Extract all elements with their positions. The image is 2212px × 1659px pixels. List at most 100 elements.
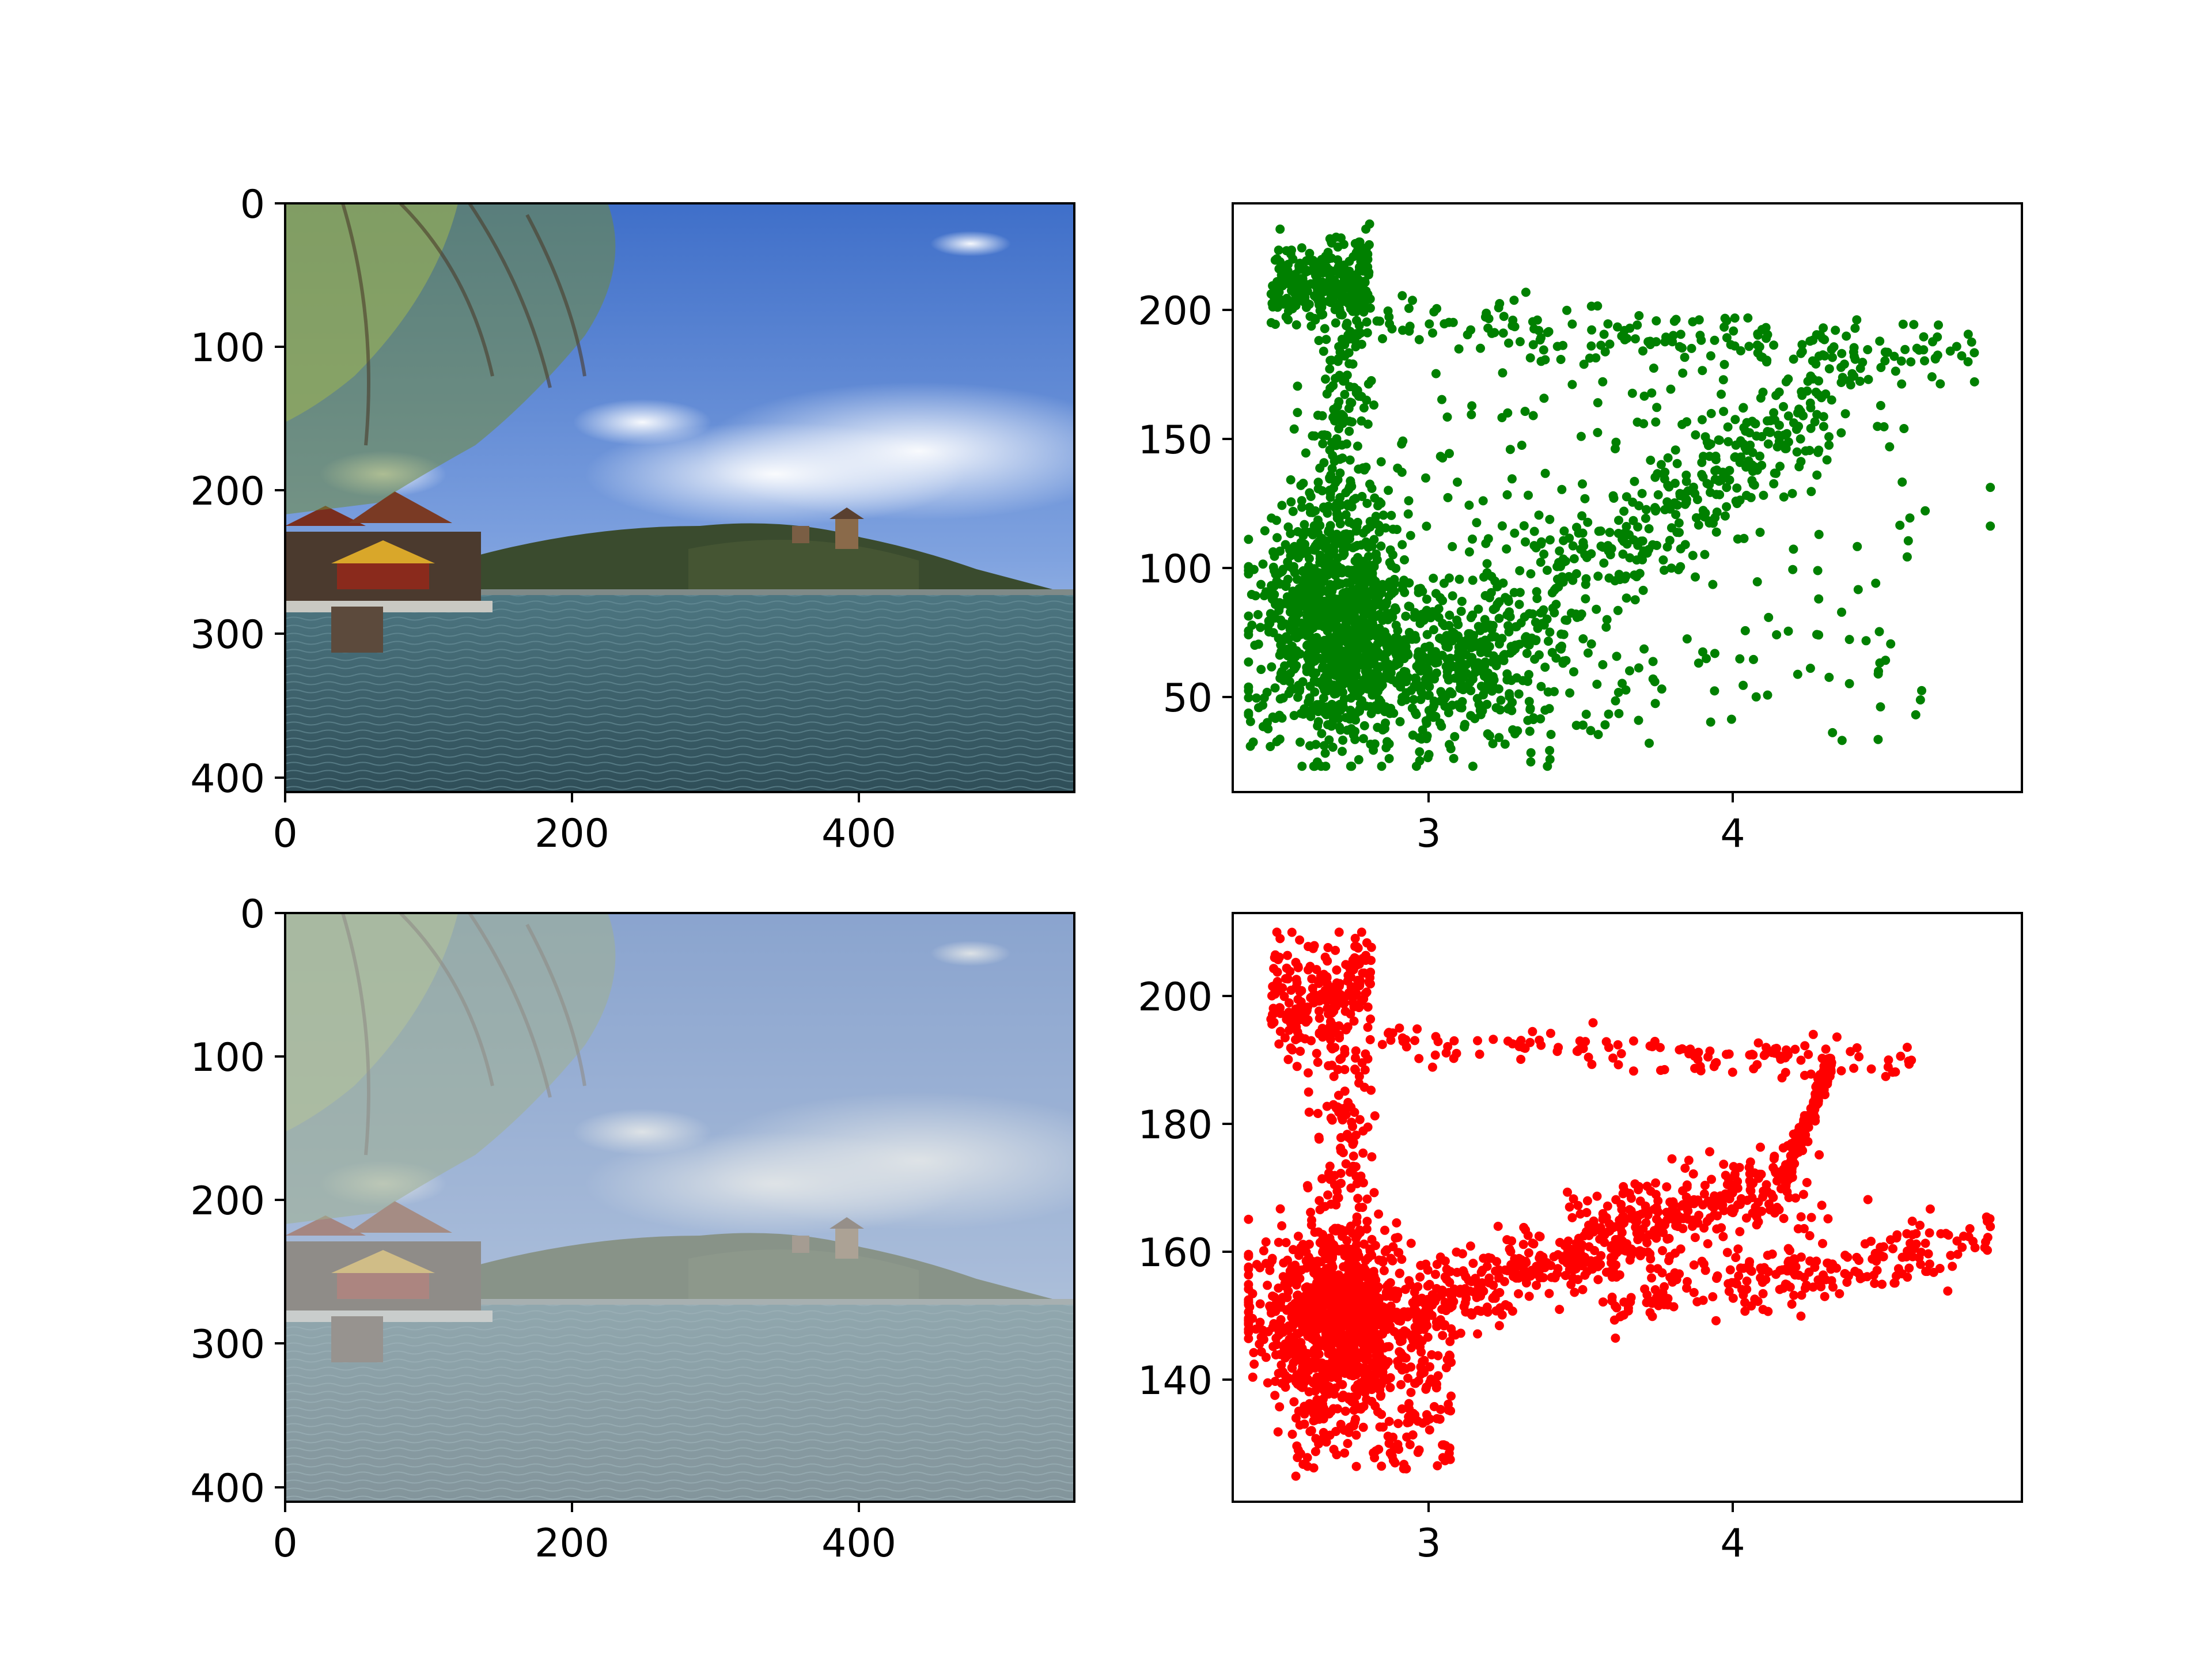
scatter-point (1288, 1245, 1298, 1255)
scatter-point (1314, 336, 1324, 346)
scatter-point (1534, 510, 1544, 520)
scatter-point (1787, 488, 1797, 498)
scatter-point (1689, 1260, 1699, 1270)
scatter-point (1335, 289, 1344, 299)
scatter-point (1354, 1078, 1363, 1088)
scatter-point (1365, 303, 1375, 313)
scatter-point (1397, 1404, 1407, 1414)
scatter-point (1334, 1090, 1343, 1100)
scatter-point (1350, 1108, 1359, 1117)
scatter-point (1338, 736, 1348, 745)
scatter-point (1302, 1282, 1312, 1292)
scatter-point (1271, 569, 1281, 579)
scatter-point (1707, 1175, 1716, 1184)
scatter-point (1863, 374, 1873, 384)
scatter-point (1688, 1169, 1698, 1179)
scatter-point (1578, 479, 1587, 489)
y-tick-label: 100 (1138, 547, 1213, 592)
scatter-point (1896, 1051, 1906, 1061)
scatter-point (1306, 491, 1316, 501)
scatter-point (1632, 572, 1642, 582)
scatter-point (1310, 1285, 1320, 1295)
scatter-point (1688, 482, 1698, 492)
scatter-point (1351, 329, 1361, 339)
scatter-point (1569, 1194, 1578, 1204)
scatter-point (1363, 620, 1373, 629)
scatter-point (1532, 594, 1542, 603)
scatter-point (1323, 720, 1332, 730)
scatter-point (1749, 654, 1758, 664)
scatter-point (1352, 1261, 1362, 1271)
scatter-point (1687, 343, 1696, 353)
scatter-point (1476, 703, 1486, 713)
scatter-point (1381, 523, 1391, 533)
scatter-point (1672, 459, 1682, 468)
scatter-point (1613, 1040, 1623, 1050)
scatter-point (1365, 672, 1374, 682)
scatter-point (1783, 374, 1793, 384)
scatter-point (1706, 717, 1715, 727)
scatter-point (1293, 961, 1303, 971)
scatter-point (1335, 699, 1345, 709)
scatter-point (1671, 315, 1681, 324)
scatter-point (1545, 514, 1555, 524)
scatter-point (1365, 479, 1374, 489)
scatter-point (1327, 267, 1336, 276)
scatter-point (1375, 1422, 1385, 1432)
scatter-point (1963, 357, 1973, 366)
panel-bottom-left: 0 200 400 0 100 200 300 400 (190, 892, 1075, 1566)
scatter-point (1410, 1378, 1419, 1388)
scatter-point (1734, 1271, 1744, 1281)
scatter-point (1386, 663, 1395, 673)
scatter-point (1660, 467, 1670, 477)
scatter-point (1925, 1228, 1934, 1238)
scatter-point (1936, 379, 1945, 389)
scatter-point (1432, 1379, 1441, 1389)
scatter-point (1539, 393, 1549, 403)
scatter-point (1375, 599, 1385, 608)
scatter-point (1827, 395, 1836, 405)
scatter-point (1355, 1225, 1365, 1235)
scatter-point (1863, 345, 1873, 354)
scatter-point (1505, 445, 1515, 454)
scatter-point (1786, 1139, 1796, 1149)
scatter-point (1542, 566, 1552, 575)
scatter-point (1256, 623, 1265, 632)
scatter-point (1578, 634, 1588, 643)
scatter-point (1512, 622, 1521, 631)
scatter-point (1317, 577, 1327, 587)
scatter-point (1820, 1291, 1830, 1301)
scatter-point (1728, 1293, 1738, 1303)
scatter-point (1935, 1264, 1945, 1273)
scatter-point (1758, 1305, 1768, 1315)
scatter-point (1393, 1419, 1403, 1429)
scatter-point (1622, 522, 1631, 531)
scatter-point (1298, 1460, 1308, 1469)
scatter-point (1560, 615, 1570, 625)
scatter-point (1313, 410, 1323, 420)
scatter-point (1298, 1014, 1308, 1024)
scatter-point (1313, 1227, 1323, 1237)
scatter-point (1486, 588, 1496, 597)
scatter-point (1358, 968, 1368, 978)
scatter-point (1752, 1212, 1762, 1222)
scatter-point (1368, 1381, 1377, 1391)
scatter-point (1394, 1248, 1404, 1257)
y-ticks: 0 100 200 300 400 (190, 182, 285, 802)
scatter-point (1397, 692, 1407, 702)
scatter-point (1652, 1203, 1661, 1213)
scatter-point (1472, 694, 1482, 703)
scatter-point (1813, 446, 1823, 456)
scatter-point (1415, 1272, 1425, 1282)
scatter-point (1275, 1204, 1285, 1214)
scatter-point (1378, 615, 1388, 625)
scatter-point (1741, 1213, 1751, 1223)
scatter-point (1275, 546, 1285, 556)
scatter-point (1385, 1382, 1395, 1392)
scatter-point (1341, 1025, 1351, 1035)
scatter-point (1322, 431, 1332, 440)
scatter-point (1247, 590, 1256, 599)
scatter-point (1328, 381, 1338, 391)
scatter-point (1362, 498, 1372, 508)
scatter-point (1505, 675, 1514, 684)
